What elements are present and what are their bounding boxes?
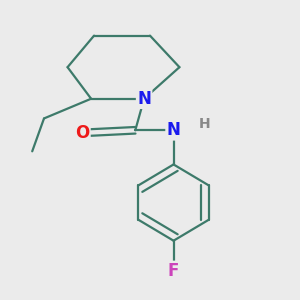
Text: N: N: [167, 121, 181, 139]
Text: H: H: [199, 117, 210, 131]
Text: F: F: [168, 262, 179, 280]
Text: O: O: [75, 124, 89, 142]
Text: N: N: [137, 90, 151, 108]
